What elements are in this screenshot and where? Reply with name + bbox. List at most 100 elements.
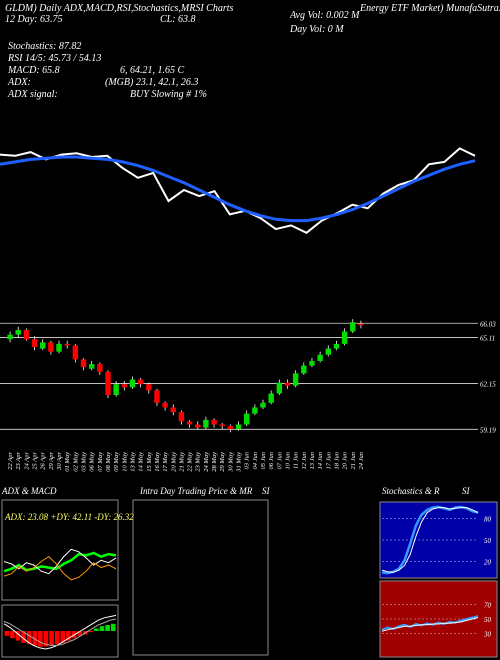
- x-tick-label: 03 Jun: [244, 452, 251, 470]
- y-tick-label: 70: [484, 602, 492, 610]
- macd-bar: [26, 631, 32, 645]
- x-tick-label: 07 May: [97, 452, 104, 472]
- x-tick-label: 13 Jun: [309, 452, 316, 470]
- x-tick-label: 17 Jun: [325, 452, 332, 470]
- candle-body: [146, 384, 152, 391]
- x-tick-label: 01 May: [64, 452, 71, 472]
- header-text: BUY Slowing # 1%: [130, 89, 207, 100]
- macd-panel: [1, 604, 119, 658]
- header-text: Stochastics: 87.82: [8, 41, 81, 52]
- panel-subtitle: SI: [462, 486, 471, 496]
- candle-body: [23, 329, 30, 340]
- candle-body: [64, 343, 70, 346]
- header-text: Day Vol: 0 M: [289, 24, 344, 35]
- x-tick-label: 31 May: [236, 452, 243, 473]
- macd-bar: [66, 631, 71, 641]
- x-tick-label: 10 May: [121, 452, 128, 472]
- candle-body: [72, 345, 79, 360]
- candle-body: [350, 322, 356, 332]
- x-tick-label: 21 Jun: [350, 452, 357, 470]
- intraday-panel: [132, 499, 269, 656]
- panel-title: Intra Day Trading Price & MR: [139, 486, 253, 496]
- macd-bar: [105, 625, 110, 631]
- macd-bar: [60, 631, 66, 643]
- candle-body: [243, 413, 250, 425]
- candle-body: [7, 334, 13, 340]
- series-line: [3, 614, 117, 650]
- x-tick-label: 05 Jun: [260, 452, 267, 470]
- x-tick-label: 06 May: [89, 452, 96, 472]
- x-tick-label: 30 Apr: [56, 452, 63, 471]
- macd-bar: [54, 631, 60, 645]
- header-text: ADX signal:: [7, 89, 58, 100]
- candle-body: [97, 364, 103, 372]
- y-tick-label: 80: [484, 515, 492, 523]
- x-tick-label: 23 May: [195, 452, 202, 472]
- candle-body: [358, 323, 364, 326]
- x-tick-label: 15 May: [146, 452, 153, 472]
- series-line: [381, 617, 479, 632]
- macd-bar: [15, 631, 21, 641]
- candle-body: [325, 348, 331, 355]
- macd-bar: [4, 631, 10, 636]
- macd-bar: [77, 631, 82, 636]
- x-tick-label: 24 May: [203, 452, 210, 472]
- candle-body: [121, 384, 128, 388]
- panel-title: ADX & MACD: [1, 486, 57, 496]
- x-tick-label: 14 May: [138, 452, 145, 472]
- x-tick-label: 24 Jun: [358, 452, 365, 470]
- candle-body: [284, 382, 291, 386]
- x-tick-label: 11 Jun: [293, 452, 300, 469]
- header-text: 12 Day: 63.75: [5, 14, 63, 25]
- x-tick-label: 18 Jun: [333, 452, 340, 470]
- y-tick-label: 66.03: [480, 320, 496, 328]
- x-tick-label: 02 May: [72, 452, 79, 472]
- series-line: [0, 155, 476, 223]
- header-text: GLDM) Daily ADX,MACD,RSI,Stochastics,MRS…: [5, 3, 234, 14]
- header-text: 6, 64.21, 1.65 C: [120, 65, 185, 76]
- y-tick-label: 65.11: [480, 335, 495, 343]
- x-tick-label: 25 Apr: [32, 452, 39, 470]
- candle-body: [341, 331, 348, 344]
- x-tick-label: 10 Jun: [284, 452, 291, 470]
- candle-body: [113, 384, 119, 396]
- candle-body: [105, 371, 111, 396]
- header-text: MACD: 65.8: [7, 65, 60, 76]
- candle-body: [301, 365, 307, 374]
- candle-body: [227, 426, 234, 430]
- candle-body: [178, 412, 185, 422]
- candle-body: [292, 373, 299, 386]
- x-tick-label: 16 May: [154, 452, 161, 472]
- x-tick-label: 22 Apr: [7, 452, 14, 470]
- macd-bar: [32, 631, 38, 646]
- series-line: [381, 507, 479, 573]
- candle-body: [15, 329, 21, 335]
- candle-body: [88, 364, 95, 369]
- candle-body: [195, 424, 201, 428]
- x-tick-label: 14 Jun: [317, 452, 324, 470]
- x-tick-label: 20 Jun: [342, 452, 349, 470]
- candle-body: [129, 379, 136, 388]
- x-tick-label: 08 May: [105, 452, 112, 472]
- x-tick-label: 21 May: [178, 452, 185, 472]
- x-tick-label: 30 May: [227, 452, 234, 473]
- x-tick-label: 07 Jun: [276, 452, 283, 470]
- panel-subtitle: ADX: 23.08 +DY: 42.11 -DY: 26.32: [4, 512, 134, 522]
- candle-body: [260, 402, 266, 408]
- header-text: CL: 63.8: [160, 14, 196, 25]
- candle-body: [162, 402, 168, 408]
- panel-title: Stochastics & R: [382, 486, 440, 496]
- x-tick-label: 12 Jun: [301, 452, 308, 470]
- y-tick-label: 20: [484, 559, 492, 567]
- x-tick-label: 23 Apr: [15, 452, 22, 470]
- x-tick-label: 29 Apr: [48, 452, 55, 470]
- candle-body: [40, 342, 46, 349]
- x-tick-label: 20 May: [170, 452, 177, 472]
- candle-body: [203, 419, 209, 428]
- macd-bar: [49, 631, 54, 646]
- header-text: Energy ETF Market) MunafaSutra.com: [359, 3, 500, 14]
- candle-body: [309, 360, 315, 366]
- series-line: [3, 551, 117, 573]
- candle-body: [235, 424, 242, 430]
- candle-body: [80, 359, 87, 368]
